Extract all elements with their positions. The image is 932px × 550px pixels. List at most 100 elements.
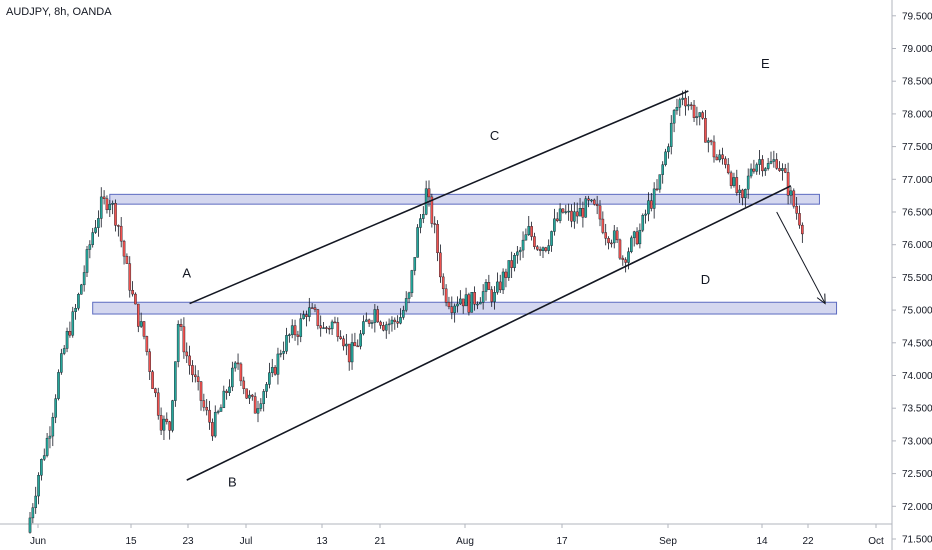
candle-up [578, 208, 582, 217]
candle-down [689, 104, 693, 106]
candle-up [664, 151, 667, 165]
annotation-labels: A B C D E [182, 56, 770, 490]
candle-up [42, 455, 46, 460]
candle-up [749, 168, 753, 177]
candle-down [533, 236, 536, 247]
candle-down [729, 172, 733, 186]
candle-up [527, 226, 531, 235]
candle-up [567, 210, 570, 213]
candle-up [216, 411, 220, 413]
candle-down [436, 223, 439, 254]
candle-down [239, 363, 243, 382]
candle-up [111, 203, 114, 205]
candle-down [441, 276, 445, 290]
candle-up [322, 327, 325, 329]
time-tick-label: 15 [125, 536, 137, 547]
wave-label-d: D [701, 272, 710, 287]
price-tick-label: 79.500 [902, 11, 932, 22]
time-axis[interactable]: Jun 15 23 Jul 13 21 Aug 17 Sep 14 22 Oct [0, 523, 892, 547]
candle-up [422, 214, 425, 219]
candle-down [775, 159, 778, 169]
candle-up [484, 282, 488, 292]
candle-up [77, 294, 80, 309]
price-tick-label: 76.000 [902, 240, 932, 251]
candle-down [712, 141, 716, 158]
candle-down [154, 388, 157, 394]
candle-up [590, 199, 593, 202]
candle-up [108, 203, 112, 211]
candle-down [701, 112, 704, 119]
candle-down [182, 326, 186, 353]
candle-up [550, 231, 553, 246]
candle-up [738, 189, 741, 194]
candle-down [598, 205, 602, 220]
candle-down [319, 325, 323, 329]
time-tick-label: 17 [556, 536, 568, 547]
candle-up [632, 231, 636, 239]
candle-up [256, 408, 260, 414]
candle-down [353, 342, 357, 347]
candle-up [276, 353, 280, 375]
candle-down [333, 321, 337, 324]
candle-up [456, 303, 459, 307]
candle-down [709, 140, 713, 143]
candle-down [715, 156, 719, 161]
candle-down [444, 288, 448, 303]
candle-down [798, 213, 801, 226]
candle-up [781, 168, 784, 171]
candle-up [37, 475, 40, 497]
candle-up [299, 318, 303, 337]
candle-up [171, 400, 174, 431]
candle-down [581, 208, 585, 218]
candle-down [236, 362, 240, 365]
candle-up [675, 107, 679, 111]
candle-up [521, 239, 525, 251]
candle-down [310, 307, 314, 309]
candle-up [630, 237, 633, 252]
candle-down [165, 418, 169, 422]
support-zone [92, 301, 838, 315]
candle-down [225, 390, 228, 393]
trendlines-layer[interactable] [186, 90, 826, 481]
candle-down [159, 415, 163, 431]
candle-down [724, 158, 727, 165]
channel-trendline [189, 90, 689, 305]
candle-up [99, 196, 103, 219]
candle-up [638, 229, 642, 245]
candle-down [555, 218, 559, 221]
candle-down [490, 289, 494, 302]
price-tick-label: 72.500 [902, 469, 932, 480]
candle-up [31, 507, 35, 519]
candle-down [635, 231, 639, 245]
candle-up [746, 175, 750, 190]
candle-up [265, 384, 268, 392]
candle-down [199, 381, 203, 401]
candle-down [336, 322, 340, 337]
candle-up [282, 351, 285, 354]
price-axis[interactable]: 71.500 72.000 72.500 73.000 73.500 74.000 74.5… [891, 0, 932, 550]
candle-down [461, 298, 465, 307]
candle-up [407, 292, 411, 299]
time-tick-label: 21 [374, 536, 386, 547]
candle-up [496, 281, 499, 293]
candle-up [732, 177, 736, 186]
candle-down [148, 351, 152, 372]
candle-down [595, 204, 599, 206]
wave-label-c: C [490, 128, 499, 143]
candle-up [54, 398, 57, 418]
candle-down [193, 374, 197, 377]
candle-up [74, 308, 77, 312]
candle-up [410, 270, 414, 294]
candle-down [305, 314, 308, 317]
candle-up [698, 112, 702, 117]
candle-down [621, 257, 625, 260]
candle-up [88, 244, 92, 250]
candle-down [188, 355, 191, 366]
candle-up [308, 307, 311, 317]
candle-up [85, 249, 89, 273]
candle-up [667, 146, 670, 153]
candle-up [573, 211, 576, 222]
candle-down [379, 321, 382, 326]
time-tick-label: Oct [868, 536, 884, 547]
